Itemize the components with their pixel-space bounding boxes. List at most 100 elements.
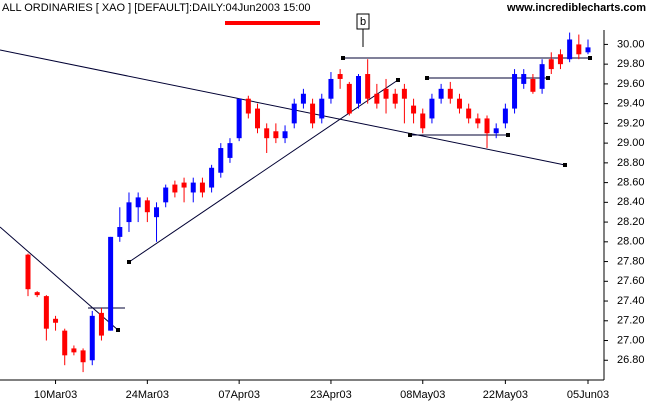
- line-end: [588, 56, 592, 60]
- candle-body: [319, 98, 325, 119]
- source: www.incrediblecharts.com: [506, 2, 646, 14]
- candle-body: [300, 93, 306, 104]
- y-tick-label: 28.00: [617, 236, 645, 248]
- candle-body: [282, 131, 288, 139]
- candle-body: [337, 74, 343, 79]
- y-tick-label: 29.20: [617, 117, 645, 129]
- y-tick-label: 28.60: [617, 177, 645, 189]
- line-end: [116, 328, 120, 332]
- x-tick-label: 22May03: [483, 389, 528, 401]
- candle-body: [71, 348, 77, 353]
- candle-body: [585, 47, 591, 53]
- candle-body: [374, 93, 380, 104]
- candle-body: [218, 148, 224, 173]
- candle-body: [429, 98, 435, 119]
- line-end: [425, 76, 429, 80]
- candle-body: [466, 108, 472, 119]
- line-end: [396, 78, 400, 82]
- candle-body: [512, 74, 518, 109]
- candle-body: [392, 93, 398, 104]
- candle-body: [227, 143, 233, 158]
- candle-body: [144, 200, 150, 213]
- line-end: [341, 56, 345, 60]
- candle-body: [89, 315, 95, 361]
- candle-body: [126, 202, 132, 223]
- candle-body: [521, 74, 527, 84]
- y-tick-label: 29.60: [617, 78, 645, 90]
- candle-body: [438, 88, 444, 99]
- y-tick-label: 27.80: [617, 255, 645, 267]
- line-end: [506, 133, 510, 137]
- y-tick-label: 27.20: [617, 315, 645, 327]
- candle-body: [328, 78, 334, 99]
- x-tick-label: 23Apr03: [310, 389, 352, 401]
- candle-body: [25, 254, 31, 290]
- candle-body: [43, 296, 49, 329]
- candle-body: [401, 88, 407, 99]
- x-tick-label: 07Apr03: [218, 389, 260, 401]
- candle-body: [34, 292, 40, 296]
- x-tick-label: 24Mar03: [126, 389, 169, 401]
- candle-body: [172, 184, 178, 193]
- candle-body: [245, 98, 251, 114]
- candle-body: [484, 118, 490, 134]
- candle-body: [502, 108, 508, 124]
- candle-body: [475, 118, 481, 124]
- x-tick-label: 10Mar03: [34, 389, 77, 401]
- candle-body: [190, 182, 196, 193]
- y-tick-label: 28.80: [617, 157, 645, 169]
- y-tick-label: 29.80: [617, 58, 645, 70]
- y-tick-label: 30.00: [617, 38, 645, 50]
- x-tick-label: 08May03: [400, 389, 445, 401]
- trendline: [0, 49, 566, 166]
- y-tick-label: 27.40: [617, 295, 645, 307]
- candle-body: [209, 167, 215, 188]
- line-end: [546, 76, 550, 80]
- candle-body: [236, 98, 242, 139]
- candle-body: [98, 312, 104, 336]
- y-tick-label: 26.80: [617, 354, 645, 366]
- candle-body: [199, 182, 205, 193]
- candle-body: [264, 128, 270, 139]
- y-tick-label: 29.40: [617, 98, 645, 110]
- candle-body: [548, 59, 554, 70]
- candle-body: [154, 207, 160, 218]
- candle-body: [557, 54, 563, 65]
- trendlines: [0, 49, 592, 332]
- y-tick-label: 27.60: [617, 275, 645, 287]
- line-end: [563, 163, 567, 167]
- candle-body: [181, 182, 187, 188]
- candle-body: [117, 227, 123, 237]
- trendline: [0, 226, 119, 331]
- candle-body: [365, 74, 371, 99]
- annotation: b: [360, 16, 366, 28]
- line-end: [127, 260, 131, 264]
- candle-body: [420, 113, 426, 129]
- candle-body: [273, 131, 279, 139]
- candle-body: [291, 103, 297, 124]
- candle-body: [80, 350, 86, 363]
- candle-body: [108, 236, 114, 331]
- candle-body: [53, 318, 59, 323]
- line-end: [408, 133, 412, 137]
- candle-body: [456, 98, 462, 109]
- candle-body: [163, 187, 169, 203]
- candle-body: [447, 88, 453, 99]
- candle-body: [62, 330, 68, 356]
- y-tick-label: 28.40: [617, 196, 645, 208]
- chart-title: ALL ORDINARIES [ XAO ] [DEFAULT]:DAILY:0…: [2, 2, 311, 14]
- candle-body: [355, 76, 361, 104]
- candle-body: [383, 88, 389, 99]
- y-tick-label: 28.20: [617, 216, 645, 228]
- candle-body: [346, 83, 352, 114]
- candle-body: [493, 128, 499, 134]
- candle-body: [530, 78, 536, 92]
- candle-body: [539, 64, 545, 89]
- candle-body: [255, 108, 261, 129]
- trendline: [128, 79, 399, 263]
- candle-body: [135, 197, 141, 208]
- candle-body: [310, 103, 316, 124]
- x-tick-label: 05Jun03: [567, 389, 609, 401]
- y-tick-label: 27.00: [617, 334, 645, 346]
